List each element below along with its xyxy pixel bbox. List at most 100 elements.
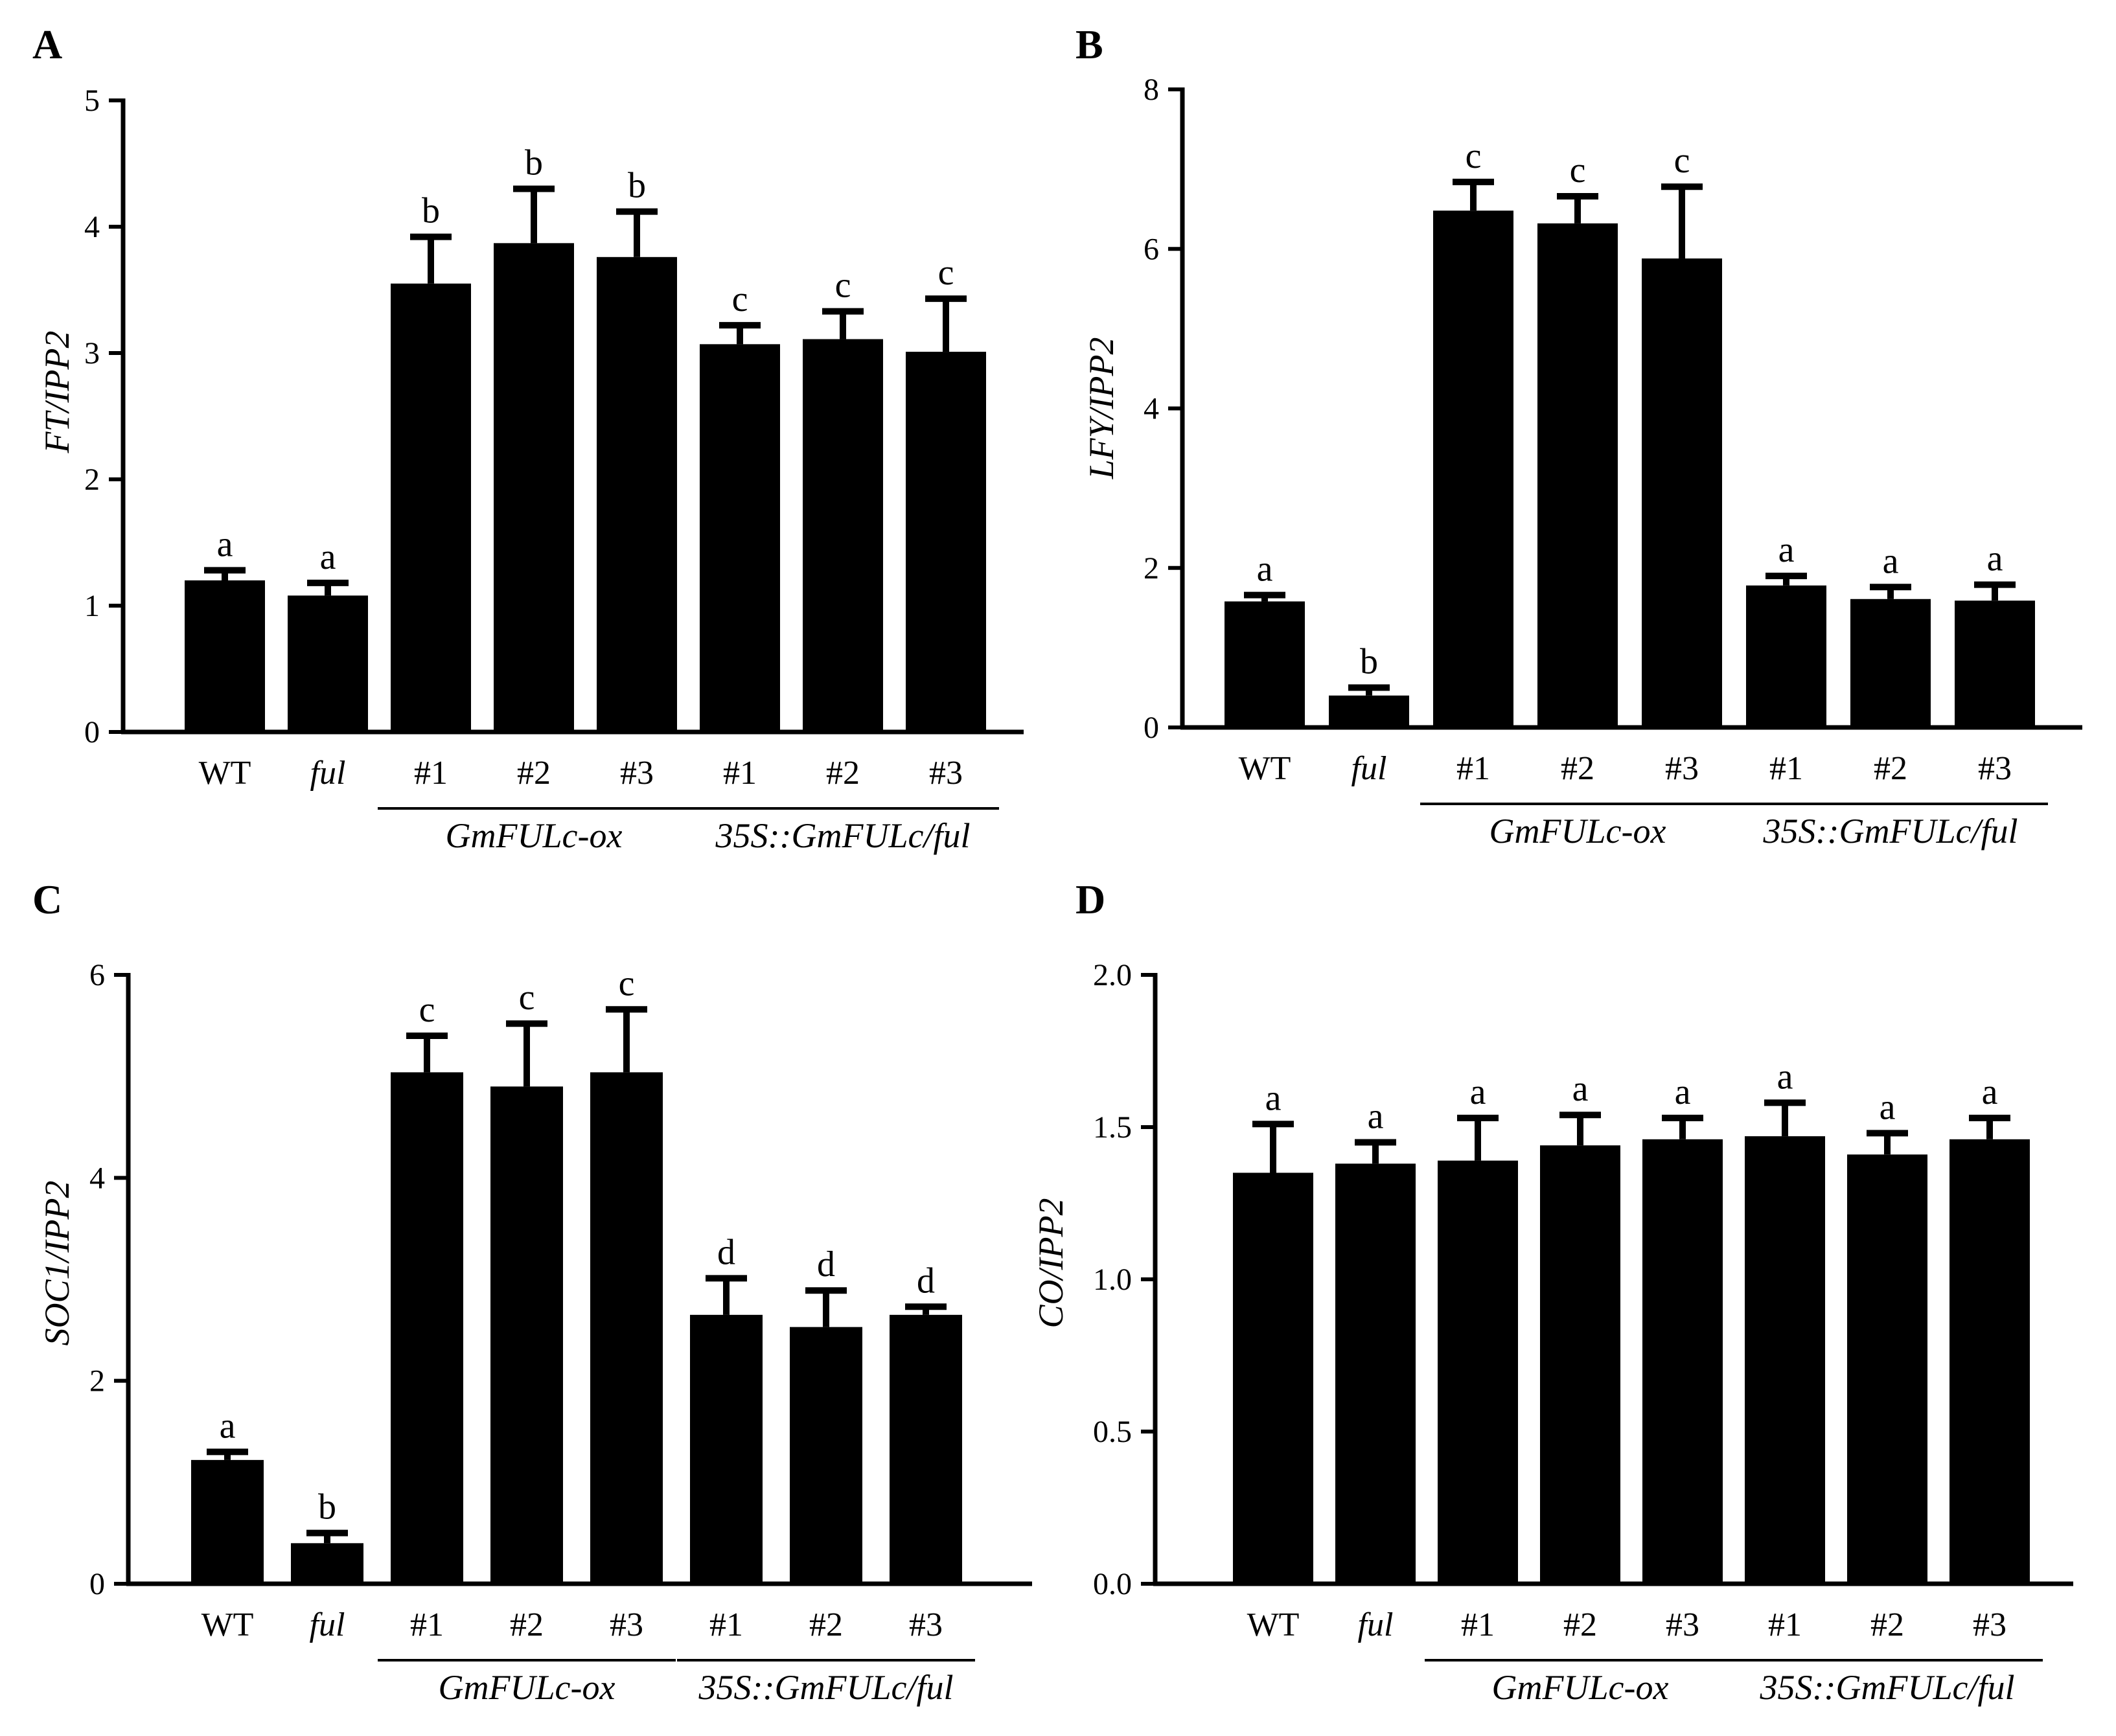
bar bbox=[1745, 1136, 1825, 1584]
significance-letter: a bbox=[1982, 1072, 1998, 1112]
category-label: #1 bbox=[723, 755, 757, 792]
category-label: #2 bbox=[1870, 1606, 1904, 1643]
y-tick-label: 6 bbox=[1144, 232, 1159, 266]
y-ticks: 0 2 4 6 bbox=[89, 958, 128, 1601]
category-label: #3 bbox=[929, 755, 963, 792]
category-label: #1 bbox=[410, 1606, 444, 1643]
panel-letter: D bbox=[1075, 876, 1105, 922]
bar bbox=[1955, 600, 2035, 727]
significance-letter: a bbox=[217, 524, 233, 564]
category-label: #3 bbox=[1973, 1606, 2007, 1643]
bar bbox=[1329, 695, 1409, 727]
group-label: GmFULc-ox bbox=[1489, 812, 1666, 851]
y-tick-label: 4 bbox=[89, 1161, 105, 1195]
category-label: #2 bbox=[826, 755, 860, 792]
category-label: #2 bbox=[1561, 750, 1594, 787]
significance-letter: b bbox=[525, 143, 543, 183]
significance-letter: a bbox=[1987, 539, 2003, 579]
significance-letter: a bbox=[1880, 1087, 1896, 1127]
group-label: GmFULc-ox bbox=[439, 1668, 615, 1707]
bar bbox=[185, 580, 265, 732]
panel-d: D CO/IPP2 0.0 0.5 1.0 1.5 2.0 a a a a a a a a WT ful… bbox=[1031, 876, 2073, 1707]
significance-letter: a bbox=[1883, 541, 1899, 581]
y-axis-label: LFY/IPP2 bbox=[1082, 337, 1121, 479]
panel-b: B LFY/IPP2 0 2 4 6 8 a b c c c a a a WT ful #1 #2 #3 #1 #… bbox=[1075, 21, 2082, 851]
category-label: #1 bbox=[709, 1606, 743, 1643]
category-label: #3 bbox=[620, 755, 654, 792]
bar bbox=[1233, 1172, 1313, 1584]
bar bbox=[890, 1314, 962, 1584]
y-tick-label: 8 bbox=[1144, 73, 1159, 107]
panel-letter: B bbox=[1075, 21, 1103, 67]
category-label: #3 bbox=[909, 1606, 943, 1643]
y-axis-label: CO/IPP2 bbox=[1031, 1198, 1070, 1329]
group-label: 35S::GmFULc/ful bbox=[1763, 812, 2018, 851]
category-label: #3 bbox=[1665, 750, 1699, 787]
significance-letter: c bbox=[1466, 136, 1482, 176]
group-labels: GmFULc-ox 35S::GmFULc/ful bbox=[1425, 1659, 2043, 1707]
bars: a a a a a a a a bbox=[1233, 1056, 2030, 1584]
bar bbox=[906, 352, 986, 732]
y-tick-label: 0 bbox=[89, 1567, 105, 1601]
bars: a b c c c d d d bbox=[191, 963, 962, 1584]
significance-letter: a bbox=[320, 537, 336, 577]
category-label: #1 bbox=[1769, 750, 1803, 787]
bar bbox=[391, 283, 471, 732]
group-label: 35S::GmFULc/ful bbox=[698, 1668, 954, 1707]
significance-letter: d bbox=[817, 1244, 835, 1285]
bar bbox=[1540, 1145, 1620, 1584]
significance-letter: c bbox=[1674, 141, 1690, 181]
category-labels: WT ful #1 #2 #3 #1 #2 #3 bbox=[1247, 1606, 2007, 1643]
significance-letter: c bbox=[519, 977, 535, 1018]
bar bbox=[1746, 585, 1826, 727]
significance-letter: a bbox=[220, 1406, 236, 1446]
y-tick-label: 5 bbox=[84, 84, 100, 118]
category-label: #3 bbox=[1978, 750, 2012, 787]
y-tick-label: 1.0 bbox=[1093, 1262, 1132, 1297]
bar bbox=[700, 344, 780, 732]
group-labels: GmFULc-ox 35S::GmFULc/ful bbox=[378, 807, 999, 855]
y-tick-label: 1 bbox=[84, 589, 100, 623]
category-label: #3 bbox=[1666, 1606, 1699, 1643]
y-tick-label: 0.5 bbox=[1093, 1415, 1132, 1449]
y-tick-label: 2 bbox=[89, 1364, 105, 1399]
category-labels: WT ful #1 #2 #3 #1 #2 #3 bbox=[1239, 750, 2012, 787]
bar bbox=[291, 1543, 363, 1584]
y-tick-label: 2 bbox=[1144, 551, 1159, 586]
bars: a a b b b c c c bbox=[185, 143, 986, 733]
bar bbox=[1537, 223, 1618, 728]
bar bbox=[288, 595, 368, 732]
category-label: #1 bbox=[1768, 1606, 1802, 1643]
category-label: #2 bbox=[1563, 1606, 1597, 1643]
bar bbox=[1438, 1160, 1518, 1584]
bars: a b c c c a a a bbox=[1225, 136, 2035, 728]
category-label: WT bbox=[199, 755, 251, 792]
bar bbox=[191, 1459, 264, 1584]
significance-letter: c bbox=[938, 253, 954, 293]
bar bbox=[1850, 599, 1931, 727]
group-label: GmFULc-ox bbox=[446, 816, 623, 855]
bar bbox=[690, 1314, 763, 1584]
bar bbox=[590, 1072, 663, 1584]
axes bbox=[126, 973, 1032, 1586]
bar bbox=[1642, 258, 1722, 727]
category-label: #1 bbox=[1456, 750, 1490, 787]
bar bbox=[1949, 1139, 2030, 1584]
category-label: WT bbox=[1247, 1606, 1300, 1643]
significance-letter: c bbox=[732, 279, 748, 319]
bar bbox=[803, 339, 883, 732]
bar bbox=[1847, 1154, 1927, 1584]
group-label: GmFULc-ox bbox=[1492, 1668, 1669, 1707]
significance-letter: b bbox=[628, 166, 646, 206]
category-label: #1 bbox=[1461, 1606, 1495, 1643]
category-label: #2 bbox=[809, 1606, 843, 1643]
group-label: 35S::GmFULc/ful bbox=[1760, 1668, 2015, 1707]
category-label: #1 bbox=[414, 755, 448, 792]
significance-letter: a bbox=[1778, 530, 1795, 570]
y-tick-label: 6 bbox=[89, 958, 105, 992]
significance-letter: c bbox=[835, 266, 851, 306]
bar bbox=[1433, 211, 1513, 727]
significance-letter: a bbox=[1572, 1069, 1589, 1109]
y-tick-label: 2 bbox=[84, 463, 100, 497]
